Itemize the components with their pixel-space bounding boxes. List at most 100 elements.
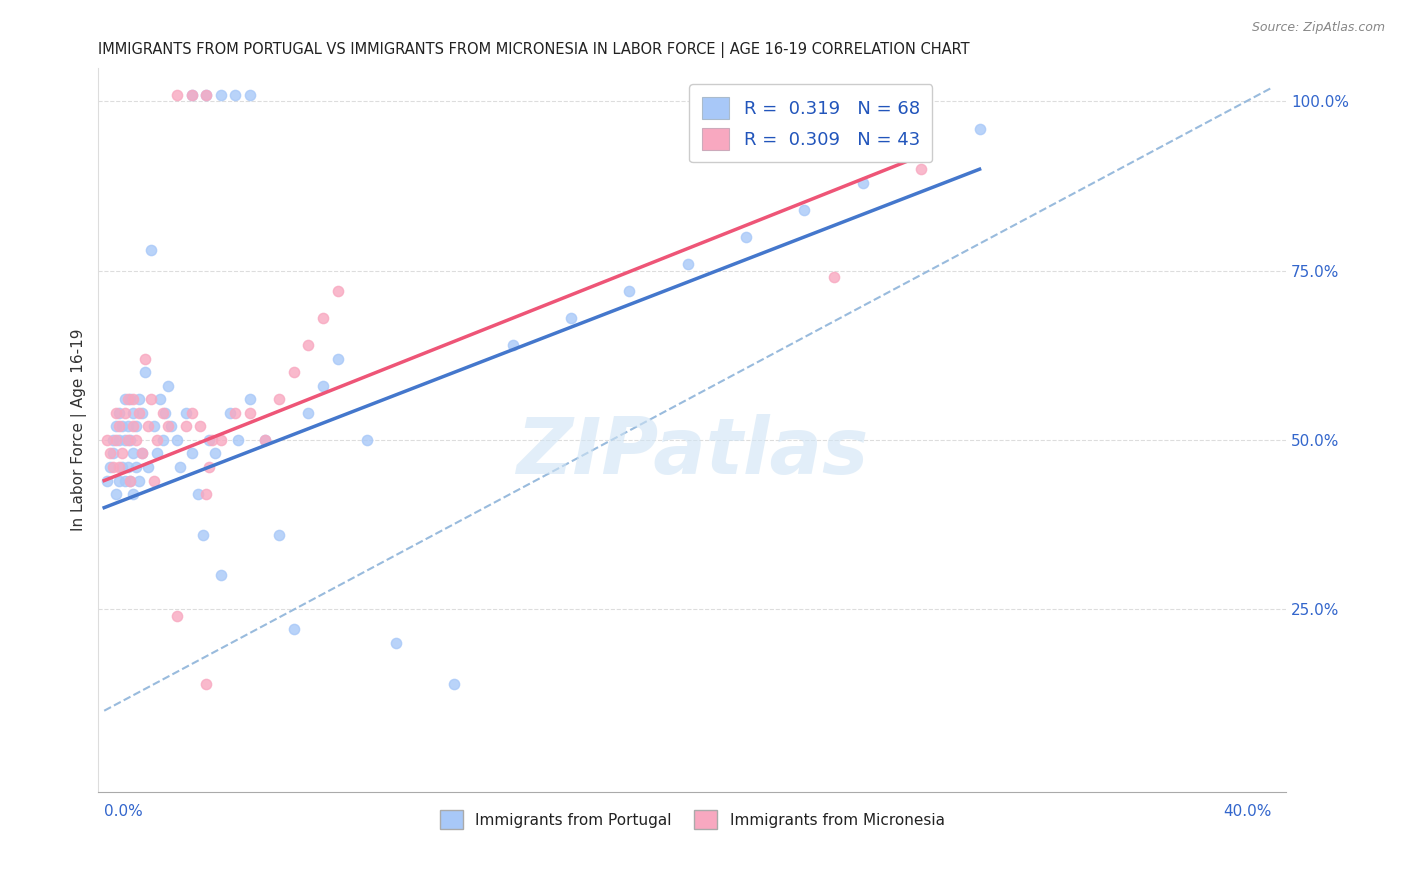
Point xyxy=(149,392,172,407)
Point xyxy=(910,162,932,177)
Point xyxy=(735,230,758,244)
Point xyxy=(104,487,127,501)
Point xyxy=(155,406,177,420)
Text: ZIPatlas: ZIPatlas xyxy=(516,414,869,490)
Point xyxy=(120,392,142,407)
Point xyxy=(107,419,129,434)
Point xyxy=(209,87,232,102)
Point xyxy=(187,487,209,501)
Point xyxy=(152,433,174,447)
Point xyxy=(297,406,319,420)
Point xyxy=(122,392,145,407)
Point xyxy=(125,433,148,447)
Point xyxy=(117,392,139,407)
Point xyxy=(114,406,136,420)
Point xyxy=(195,87,218,102)
Point xyxy=(157,379,180,393)
Point xyxy=(180,446,202,460)
Point xyxy=(111,446,134,460)
Point xyxy=(312,311,335,326)
Point xyxy=(195,87,218,102)
Point xyxy=(823,270,845,285)
Point xyxy=(101,433,124,447)
Point xyxy=(198,460,221,475)
Point xyxy=(204,446,226,460)
Point xyxy=(142,419,165,434)
Point xyxy=(111,460,134,475)
Point xyxy=(134,365,156,379)
Point xyxy=(793,202,815,217)
Point xyxy=(107,433,129,447)
Point xyxy=(218,406,240,420)
Point xyxy=(283,365,305,379)
Text: 0.0%: 0.0% xyxy=(104,804,143,819)
Point xyxy=(134,351,156,366)
Y-axis label: In Labor Force | Age 16-19: In Labor Force | Age 16-19 xyxy=(72,328,87,531)
Point xyxy=(502,338,524,352)
Point xyxy=(969,121,991,136)
Point xyxy=(131,406,153,420)
Point xyxy=(560,311,582,326)
Point xyxy=(910,148,932,162)
Point xyxy=(117,433,139,447)
Point xyxy=(139,244,162,258)
Point xyxy=(96,474,118,488)
Point xyxy=(169,460,191,475)
Point xyxy=(104,433,127,447)
Point xyxy=(224,406,246,420)
Point xyxy=(114,433,136,447)
Text: 40.0%: 40.0% xyxy=(1223,804,1271,819)
Point xyxy=(198,433,221,447)
Point xyxy=(326,284,349,298)
Point xyxy=(174,406,197,420)
Point xyxy=(166,87,188,102)
Point xyxy=(253,433,276,447)
Point xyxy=(120,433,142,447)
Text: Source: ZipAtlas.com: Source: ZipAtlas.com xyxy=(1251,21,1385,34)
Point xyxy=(122,446,145,460)
Point xyxy=(852,176,875,190)
Text: IMMIGRANTS FROM PORTUGAL VS IMMIGRANTS FROM MICRONESIA IN LABOR FORCE | AGE 16-1: IMMIGRANTS FROM PORTUGAL VS IMMIGRANTS F… xyxy=(98,42,970,58)
Point xyxy=(180,87,202,102)
Point xyxy=(326,351,349,366)
Point xyxy=(101,460,124,475)
Point xyxy=(239,87,262,102)
Point xyxy=(136,460,159,475)
Point xyxy=(131,446,153,460)
Point xyxy=(297,338,319,352)
Point xyxy=(180,406,202,420)
Point xyxy=(239,392,262,407)
Point xyxy=(107,474,129,488)
Point xyxy=(195,487,218,501)
Point xyxy=(195,676,218,690)
Point xyxy=(114,474,136,488)
Point xyxy=(145,433,167,447)
Point xyxy=(619,284,641,298)
Point xyxy=(228,433,250,447)
Point xyxy=(104,406,127,420)
Point xyxy=(269,392,291,407)
Legend: Immigrants from Portugal, Immigrants from Micronesia: Immigrants from Portugal, Immigrants fro… xyxy=(433,805,950,835)
Point xyxy=(101,446,124,460)
Point xyxy=(180,87,202,102)
Point xyxy=(145,446,167,460)
Point xyxy=(128,406,150,420)
Point xyxy=(157,419,180,434)
Point xyxy=(122,487,145,501)
Point xyxy=(174,419,197,434)
Point xyxy=(239,406,262,420)
Point xyxy=(117,419,139,434)
Point xyxy=(160,419,183,434)
Point xyxy=(224,87,246,102)
Point xyxy=(122,406,145,420)
Point xyxy=(117,460,139,475)
Point xyxy=(136,419,159,434)
Point xyxy=(114,392,136,407)
Point xyxy=(283,623,305,637)
Point xyxy=(122,419,145,434)
Point xyxy=(96,433,118,447)
Point xyxy=(104,419,127,434)
Point xyxy=(166,433,188,447)
Point xyxy=(166,609,188,624)
Point xyxy=(142,474,165,488)
